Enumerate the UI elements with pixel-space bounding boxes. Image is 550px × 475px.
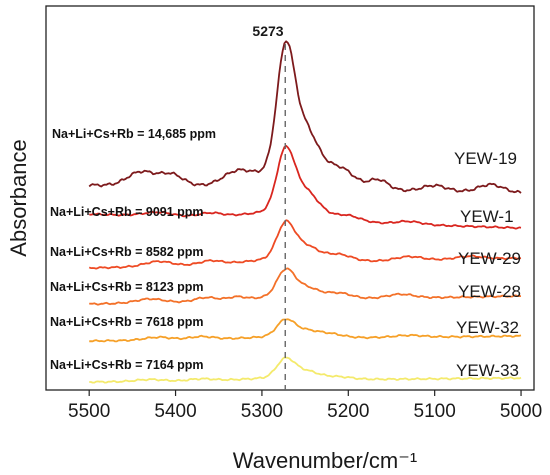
x-tick-label: 5300 bbox=[241, 401, 283, 422]
sample-name-label: YEW-1 bbox=[460, 207, 514, 226]
x-tick-label: 5400 bbox=[154, 401, 196, 422]
spectra-traces bbox=[88, 40, 522, 384]
sample-name-label: YEW-28 bbox=[458, 282, 521, 301]
x-tick-label: 5100 bbox=[414, 401, 456, 422]
spectrum-line bbox=[88, 40, 522, 194]
y-axis-title: Absorbance bbox=[6, 139, 31, 256]
x-axis-ticks: 5500 5400 5300 5200 5100 5000 bbox=[68, 390, 542, 422]
concentration-label: Na+Li+Cs+Rb = 7618 ppm bbox=[50, 315, 204, 329]
sample-name-label: YEW-32 bbox=[456, 318, 519, 337]
plot-frame bbox=[45, 5, 535, 391]
sample-name-label: YEW-33 bbox=[456, 361, 519, 380]
concentration-label: Na+Li+Cs+Rb = 9091 ppm bbox=[50, 205, 204, 219]
sample-name-label: YEW-29 bbox=[458, 249, 521, 268]
x-tick-label: 5200 bbox=[327, 401, 369, 422]
spectrum-line bbox=[89, 356, 522, 384]
x-tick-label: 5000 bbox=[500, 401, 542, 422]
sample-name-label: YEW-19 bbox=[454, 149, 517, 168]
peak-label: 5273 bbox=[252, 23, 283, 39]
spectrum-line bbox=[88, 219, 522, 270]
spectrum-line bbox=[88, 144, 522, 230]
x-axis-title: Wavenumber/cm⁻¹ bbox=[233, 448, 417, 473]
concentration-label: Na+Li+Cs+Rb = 14,685 ppm bbox=[52, 127, 216, 141]
concentration-label: Na+Li+Cs+Rb = 7164 ppm bbox=[50, 358, 204, 372]
concentration-label: Na+Li+Cs+Rb = 8582 ppm bbox=[50, 245, 204, 259]
concentration-label: Na+Li+Cs+Rb = 8123 ppm bbox=[50, 280, 204, 294]
spectrum-line bbox=[89, 318, 522, 343]
spectrum-line bbox=[89, 267, 521, 306]
x-tick-label: 5500 bbox=[68, 401, 110, 422]
